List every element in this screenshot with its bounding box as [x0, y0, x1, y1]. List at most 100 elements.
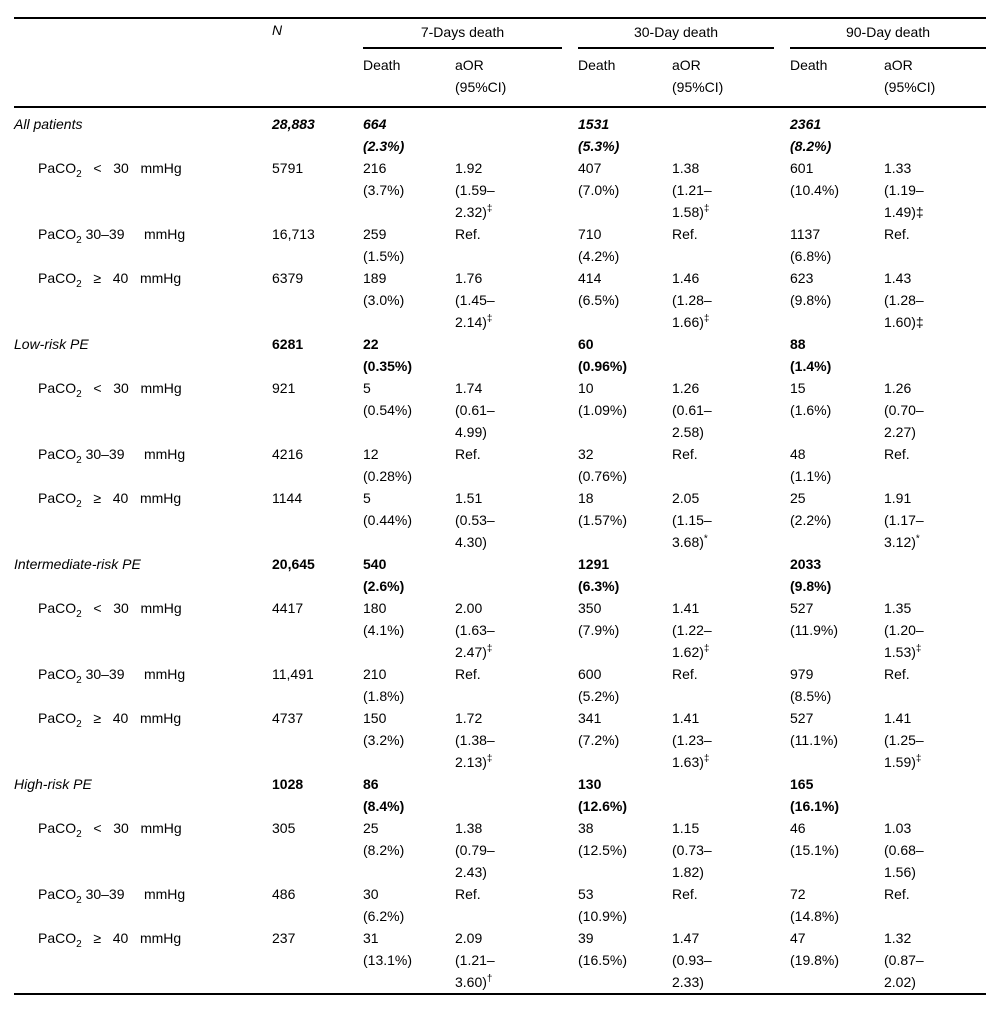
- subheader-death-90day: Death: [790, 49, 884, 108]
- section-n: 28,883: [272, 116, 315, 132]
- d30-death: 350 (7.9%): [578, 600, 620, 638]
- d90-death: 47 (19.8%): [790, 930, 840, 968]
- section-d90-death: 88 (1.4%): [790, 336, 832, 374]
- header-group-7day: 7-Days death: [363, 17, 578, 49]
- section-name: Intermediate-risk PE: [14, 556, 141, 572]
- subgroup-row: PaCO2 ≥ 40 mmHg 1144 5 (0.44%) 1.51 (0.5…: [38, 490, 924, 550]
- subgroup-row: PaCO2 30–39 mmHg 486 30 (6.2%) Ref. 53 (…: [14, 883, 986, 927]
- row-label: PaCO2 < 30 mmHg: [38, 820, 182, 840]
- row-n: 6379: [272, 270, 304, 286]
- row-n: 1144: [272, 490, 303, 506]
- paco2-subscript: 2: [76, 278, 82, 290]
- header-group-90day: 90-Day death: [790, 17, 986, 49]
- page: { "table": { "header": { "n": "N", "grou…: [0, 17, 1000, 1019]
- paco2-subscript: 2: [76, 674, 82, 686]
- row-label: PaCO2 30–39 mmHg: [38, 886, 186, 906]
- subheader-aor-30day: aOR (95%CI): [672, 49, 790, 108]
- group-label-7day: 7-Days death: [420, 24, 505, 40]
- d30-aor: 1.38 (1.21– 1.58): [672, 160, 712, 220]
- section-row-low-risk: Low-risk PE 6281 22 (0.35%) 60 (0.96%) 8…: [14, 333, 986, 377]
- d7-death: 5 (0.54%): [363, 380, 413, 418]
- d30-aor: 2.05 (1.15– 3.68): [672, 490, 712, 550]
- section-name: High-risk PE: [14, 776, 92, 792]
- row-n: 11,491: [272, 666, 314, 682]
- paco2-subscript: 2: [76, 828, 82, 840]
- d7-aor: Ref.: [455, 886, 481, 902]
- d90-aor: Ref.: [884, 226, 910, 242]
- section-d30-death: 130 (12.6%): [578, 776, 628, 814]
- subheader-death-30day: Death: [578, 49, 672, 108]
- d7-aor: 2.00 (1.63– 2.47): [455, 600, 495, 660]
- row-label: PaCO2 < 30 mmHg: [38, 380, 182, 400]
- subheader-aor-90day: aOR (95%CI): [884, 49, 986, 108]
- d30-death: 600 (5.2%): [578, 666, 620, 704]
- section-name: All patients: [14, 116, 83, 132]
- subgroup-row: PaCO2 ≥ 40 mmHg 4737 150 (3.2%) 1.72 (1.…: [38, 710, 924, 770]
- d90-aor: Ref.: [884, 886, 910, 902]
- row-label: PaCO2 < 30 mmHg: [38, 160, 182, 180]
- d90-death: 48 (1.1%): [790, 446, 832, 484]
- d30-death: 407 (7.0%): [578, 160, 620, 198]
- subgroup-row: PaCO2 30–39 mmHg 16,713 259 (1.5%) Ref. …: [14, 223, 986, 267]
- d90-death: 979 (8.5%): [790, 666, 832, 704]
- d30-aor: Ref.: [672, 886, 698, 902]
- d7-aor: 1.72 (1.38– 2.13): [455, 710, 495, 770]
- d7-death: 5 (0.44%): [363, 490, 413, 528]
- subheader-aor-7day: aOR (95%CI): [455, 49, 578, 108]
- subgroup-row: PaCO2 < 30 mmHg 921 5 (0.54%) 1.74 (0.61…: [14, 377, 986, 443]
- section-d30-death: 1531 (5.3%): [578, 116, 620, 154]
- row-label: PaCO2 ≥ 40 mmHg: [38, 710, 182, 730]
- section-d7-death: 540 (2.6%): [363, 556, 405, 594]
- d30-death: 53 (10.9%): [578, 886, 628, 924]
- d90-death: 46 (15.1%): [790, 820, 840, 858]
- paco2-subscript: 2: [76, 168, 82, 180]
- row-n: 921: [272, 380, 296, 396]
- d30-aor: 1.41 (1.23– 1.63): [672, 710, 712, 770]
- d7-aor: 1.38 (0.79– 2.43): [455, 820, 495, 880]
- section-d90-death: 2361 (8.2%): [790, 116, 832, 154]
- subgroup-row: PaCO2 < 30 mmHg 305 25 (8.2%) 1.38 (0.79…: [14, 817, 986, 883]
- d30-aor: 1.26 (0.61– 2.58): [672, 380, 712, 440]
- subgroup-row: PaCO2 < 30 mmHg 4417 180 (4.1%) 2.00 (1.…: [38, 600, 924, 660]
- d7-aor: 2.09 (1.21– 3.60): [455, 930, 495, 990]
- d7-death: 210 (1.8%): [363, 666, 405, 704]
- row-label: PaCO2 ≥ 40 mmHg: [38, 270, 182, 290]
- row-n: 4737: [272, 710, 304, 726]
- d7-aor: Ref.: [455, 226, 481, 242]
- paco2-subscript: 2: [76, 234, 82, 246]
- d7-death: 31 (13.1%): [363, 930, 413, 968]
- d90-aor: 1.33 (1.19– 1.49)‡: [884, 160, 924, 220]
- d90-aor: 1.43 (1.28– 1.60)‡: [884, 270, 924, 330]
- d30-aor: Ref.: [672, 446, 698, 462]
- subgroup-row: PaCO2 30–39 mmHg 4216 12 (0.28%) Ref. 32…: [14, 443, 986, 487]
- d30-death: 710 (4.2%): [578, 226, 620, 264]
- d7-death: 189 (3.0%): [363, 270, 405, 308]
- section-d7-death: 664 (2.3%): [363, 116, 405, 154]
- d30-death: 10 (1.09%): [578, 380, 628, 418]
- row-label: PaCO2 30–39 mmHg: [38, 226, 186, 246]
- d90-aor: 1.26 (0.70– 2.27): [884, 380, 924, 440]
- row-label: PaCO2 30–39 mmHg: [38, 446, 186, 466]
- d90-aor: 1.03 (0.68– 1.56): [884, 820, 924, 880]
- section-n: 20,645: [272, 556, 315, 572]
- row-n: 305: [272, 820, 296, 836]
- d90-aor: 1.41 (1.25– 1.59): [884, 710, 924, 770]
- group-label-30day: 30-Day death: [633, 24, 719, 40]
- paco2-subscript: 2: [76, 388, 82, 400]
- paco2-subscript: 2: [76, 718, 82, 730]
- d30-death: 341 (7.2%): [578, 710, 620, 748]
- group-label-90day: 90-Day death: [845, 24, 931, 40]
- d90-death: 1137 (6.8%): [790, 226, 832, 264]
- d30-aor: 1.46 (1.28– 1.66): [672, 270, 712, 330]
- section-name: Low-risk PE: [14, 336, 89, 352]
- d30-death: 414 (6.5%): [578, 270, 620, 308]
- table-header: N 7-Days death 30-Day death 90-Day death…: [14, 17, 986, 108]
- d7-death: 25 (8.2%): [363, 820, 405, 858]
- row-label: PaCO2 ≥ 40 mmHg: [38, 930, 182, 950]
- d30-death: 18 (1.57%): [578, 490, 628, 528]
- d30-death: 32 (0.76%): [578, 446, 628, 484]
- d90-death: 527 (11.1%): [790, 710, 838, 748]
- section-d30-death: 60 (0.96%): [578, 336, 628, 374]
- row-label: PaCO2 < 30 mmHg: [38, 600, 182, 620]
- paco2-subscript: 2: [76, 454, 82, 466]
